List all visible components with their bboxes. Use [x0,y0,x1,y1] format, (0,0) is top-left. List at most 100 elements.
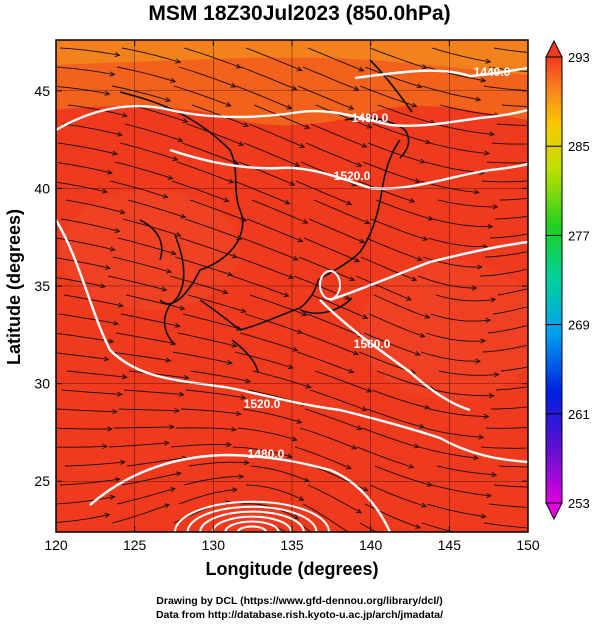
streamline-arrow [284,199,291,205]
streamline-arrow [366,123,373,129]
streamline-arrow [119,459,126,465]
streamline-arrow [245,378,252,384]
streamline [308,218,365,244]
streamline-arrow [222,289,229,295]
streamline [63,294,124,307]
streamline-arrow [364,219,371,225]
streamline [237,427,297,441]
streamline-arrow [223,197,230,203]
streamline-arrow [231,253,238,259]
coastline [369,59,413,113]
streamline-arrow [352,350,359,356]
streamline [301,332,359,355]
streamline-arrow [477,264,483,270]
streamline [438,370,499,376]
streamline-arrow [478,434,485,440]
x-axis: 120 125 130 135 140 145 150 [44,40,540,553]
streamline [67,104,128,117]
coastline [139,219,163,261]
streamline [129,104,188,123]
streamline [127,199,186,218]
coastline [231,339,259,373]
streamline [169,275,228,294]
contour-line [354,66,528,80]
streamline-arrow [362,486,369,492]
streamline [364,503,421,529]
streamline-arrow [119,209,126,215]
streamline-arrow [226,359,233,365]
streamline-arrow [227,271,234,277]
streamline [359,522,378,532]
streamline-arrow [101,188,108,194]
streamline [307,484,362,514]
streamline-arrow [172,156,179,161]
streamline [370,218,428,241]
streamline [479,268,528,277]
streamline [178,489,238,505]
streamline-arrow [409,545,414,549]
map-title: MSM 18Z30Jul2023 (850.0hPa) [148,2,451,25]
streamline-arrow [109,246,116,252]
y-tick-label: 45 [34,83,50,99]
streamline-arrow [415,523,422,529]
streamline [295,180,352,205]
colorbar-tick-label: 277 [568,228,590,243]
streamline-arrow [536,446,541,450]
streamline-arrow [113,320,120,326]
streamline-arrow [164,440,170,446]
streamline-arrow [484,150,491,156]
streamline-arrow [356,162,363,167]
streamline [498,465,528,468]
streamline-arrow [362,314,369,319]
streamline-arrow [490,297,497,303]
colorbar-bottom-arrow [545,502,563,521]
streamline [110,351,171,362]
streamline-arrow [351,444,358,450]
streamline-arrow [537,178,542,182]
streamline [128,370,189,379]
streamline-arrow [353,85,360,91]
streamline-arrow [109,494,116,500]
streamline-arrow [485,58,492,64]
streamline [485,426,528,429]
streamline-arrow [421,64,428,70]
streamline [437,199,498,208]
y-tick-label: 25 [34,473,50,489]
streamline [56,445,108,448]
streamline-arrow [238,474,245,480]
contour-ring [237,525,267,532]
streamline-arrow [286,104,293,110]
streamline [294,446,352,470]
streamline [235,85,292,110]
streamline-arrow [292,255,299,261]
streamline-arrow [162,193,169,199]
contour-label: 1560.0 [354,337,391,351]
streamline-arrow [165,97,172,103]
streamline [483,85,528,91]
streamline [428,408,489,417]
streamline [488,66,528,72]
streamline [243,142,300,167]
streamline [359,85,417,107]
streamline [432,218,493,228]
streamline [236,256,294,279]
streamline-arrow [114,52,121,58]
streamline [56,514,110,523]
streamline [489,233,528,239]
streamline-arrow [169,487,176,493]
streamline [491,142,528,145]
streamline-arrow [475,358,482,364]
streamline-arrow [480,338,487,344]
streamline-arrow [354,257,361,263]
streamline [488,503,528,508]
streamline [174,256,233,276]
streamline [481,180,528,183]
streamline-arrow [164,503,171,509]
x-tick-label: 140 [359,537,383,553]
streamline [360,256,417,281]
streamline-arrow [240,308,247,314]
streamline-arrow [243,460,250,466]
streamline [234,351,293,369]
streamline [493,47,528,53]
